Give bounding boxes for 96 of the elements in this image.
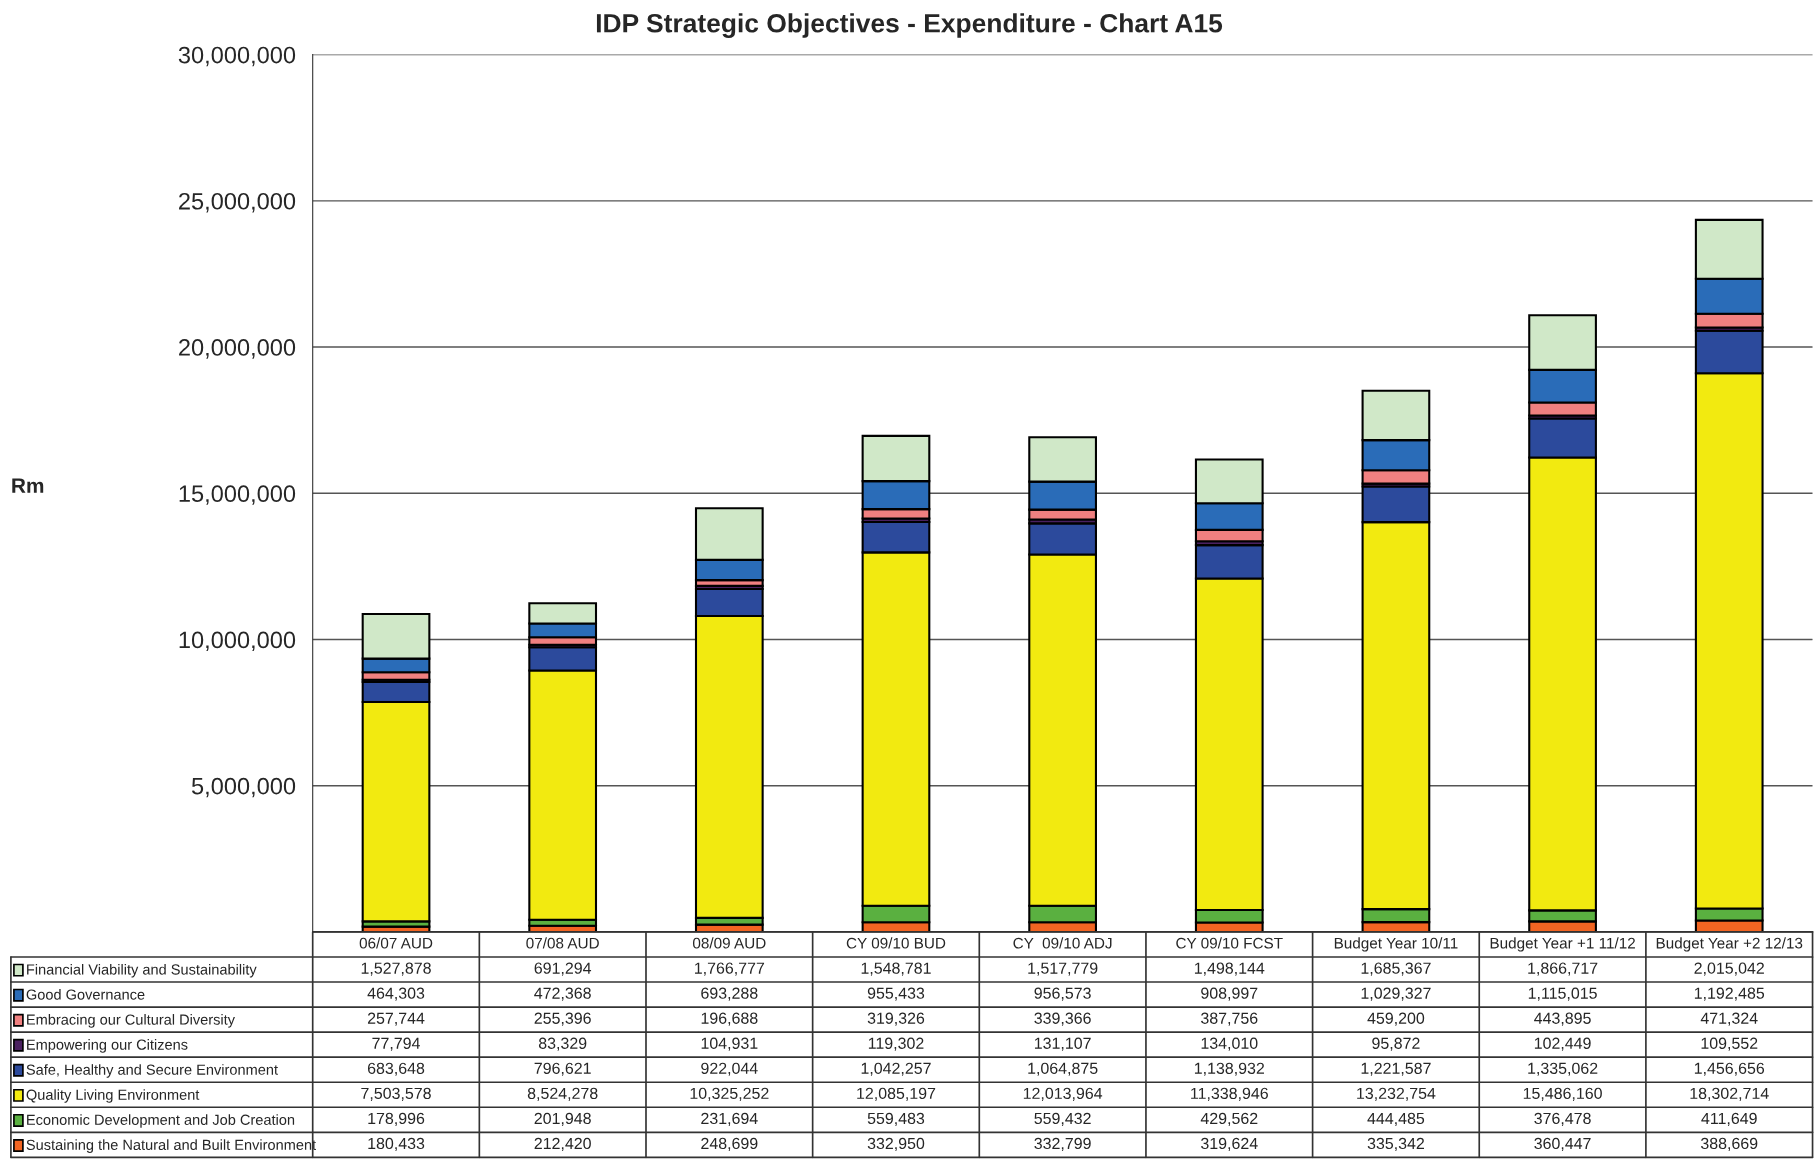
data-label: 1,042,257 <box>861 1062 931 1076</box>
data-label: 212,420 <box>534 1137 591 1151</box>
y-tick-label: 20,000,000 <box>179 339 296 359</box>
data-label: 411,649 <box>1701 1112 1757 1126</box>
chart-title: IDP Strategic Objectives - Expenditure - Chart A15 <box>596 13 1223 38</box>
data-label: 459,200 <box>1367 1012 1425 1026</box>
data-label: 1,456,656 <box>1694 1062 1765 1076</box>
data-label: 131,107 <box>1034 1037 1091 1051</box>
data-label: 231,694 <box>701 1112 758 1126</box>
legend-label: Quality Living Environment <box>26 1089 200 1103</box>
data-label: 104,931 <box>701 1037 758 1051</box>
data-label: 387,756 <box>1201 1012 1258 1026</box>
data-label: 1,064,875 <box>1028 1062 1098 1076</box>
data-label: 1,192,485 <box>1694 987 1765 1001</box>
legend-label: Embracing our Cultural Diversity <box>27 1014 235 1028</box>
x-tick-label: CY 09/10 BUD <box>846 937 946 949</box>
x-tick-label: 06/07 AUD <box>359 937 433 949</box>
data-label: 201,948 <box>534 1112 591 1126</box>
data-label: 443,895 <box>1534 1012 1591 1026</box>
data-label: 1,866,717 <box>1528 962 1598 976</box>
data-label: 7,503,578 <box>361 1087 431 1101</box>
data-label: 10,325,252 <box>690 1087 769 1101</box>
data-label: 1,527,878 <box>361 962 431 976</box>
data-label: 472,368 <box>534 987 591 1001</box>
data-label: 388,669 <box>1700 1137 1758 1151</box>
x-tick-label: 08/09 AUD <box>692 937 766 949</box>
data-label: 332,799 <box>1034 1137 1091 1151</box>
data-label: 559,432 <box>1034 1112 1091 1126</box>
y-tick-label: 30,000,000 <box>178 46 296 67</box>
data-label: 464,303 <box>367 987 425 1001</box>
data-label: 196,688 <box>701 1012 758 1026</box>
y-tick-label: 25,000,000 <box>179 192 296 213</box>
legend-label: Safe, Healthy and Secure Environment <box>26 1064 278 1078</box>
data-label: 908,997 <box>1201 987 1258 1001</box>
legend-label: Financial Viability and Sustainability <box>27 963 257 978</box>
data-label: 335,342 <box>1367 1137 1424 1151</box>
data-label: 376,478 <box>1534 1112 1591 1126</box>
data-label: 1,221,587 <box>1361 1062 1431 1076</box>
data-label: 180,433 <box>368 1137 425 1151</box>
data-label: 12,085,197 <box>857 1087 936 1101</box>
data-label: 83,329 <box>538 1037 587 1051</box>
data-label: 444,485 <box>1367 1112 1425 1126</box>
data-label: 683,648 <box>367 1062 425 1076</box>
data-label: 134,010 <box>1201 1037 1258 1051</box>
data-label: 102,449 <box>1534 1037 1591 1051</box>
y-tick-label: 15,000,000 <box>179 485 296 505</box>
x-tick-label: Budget Year 10/11 <box>1334 937 1458 952</box>
data-label: 922,044 <box>701 1062 758 1076</box>
data-label: 95,872 <box>1372 1037 1420 1051</box>
data-label: 559,483 <box>867 1112 925 1126</box>
data-label: 2,015,042 <box>1694 962 1764 976</box>
x-tick-label: 07/08 AUD <box>526 937 599 949</box>
data-label: 18,302,714 <box>1690 1087 1769 1101</box>
data-label: 1,335,062 <box>1528 1062 1598 1076</box>
data-label: 255,396 <box>534 1012 591 1026</box>
data-label: 429,562 <box>1200 1112 1258 1126</box>
data-label: 956,573 <box>1034 987 1091 1001</box>
data-label: 15,486,160 <box>1523 1087 1602 1101</box>
data-label: 1,029,327 <box>1361 987 1431 1001</box>
y-tick-label: 5,000,000 <box>191 777 296 798</box>
text: Rm <box>12 478 44 493</box>
x-tick-label: CY 09/10 ADJ <box>1013 937 1112 949</box>
data-label: 11,338,946 <box>1191 1087 1268 1101</box>
data-label: 178,996 <box>368 1112 425 1126</box>
data-label: 12,013,964 <box>1023 1087 1103 1101</box>
data-label: 1,498,144 <box>1194 962 1265 976</box>
data-label: 319,326 <box>867 1012 925 1026</box>
legend-label: Economic Development and Job Creation <box>27 1114 295 1128</box>
data-label: 471,324 <box>1700 1012 1758 1026</box>
data-label: 119,302 <box>868 1037 924 1051</box>
y-tick-label: 10,000,000 <box>179 631 296 652</box>
data-label: 332,950 <box>867 1137 925 1151</box>
x-tick-label: Budget Year +2 12/13 <box>1656 937 1803 952</box>
data-label: 1,115,015 <box>1528 987 1597 1001</box>
data-label: 691,294 <box>534 962 592 976</box>
data-label: 248,699 <box>701 1137 758 1151</box>
data-label: 257,744 <box>367 1012 425 1026</box>
data-label: 796,621 <box>534 1062 591 1076</box>
legend-label: Good Governance <box>26 989 145 1000</box>
data-label: 955,433 <box>867 987 925 1001</box>
data-label: 1,517,779 <box>1028 962 1098 976</box>
x-tick-label: CY 09/10 FCST <box>1176 937 1283 949</box>
x-tick-label: Budget Year +1 11/12 <box>1490 937 1635 952</box>
data-label: 693,288 <box>701 987 758 1001</box>
data-label: 1,138,932 <box>1194 1062 1264 1076</box>
data-label: 319,624 <box>1201 1137 1258 1151</box>
data-label: 109,552 <box>1701 1037 1758 1051</box>
data-label: 13,232,754 <box>1357 1087 1436 1101</box>
data-label: 1,685,367 <box>1361 962 1431 976</box>
data-label: 360,447 <box>1534 1137 1591 1151</box>
data-label: 77,794 <box>372 1037 420 1051</box>
data-label: 1,766,777 <box>695 962 765 976</box>
data-label: 1,548,781 <box>861 962 931 976</box>
data-label: 339,366 <box>1034 1012 1091 1026</box>
data-label: 8,524,278 <box>527 1087 598 1101</box>
legend-label: Empowering our Citizens <box>27 1039 188 1053</box>
